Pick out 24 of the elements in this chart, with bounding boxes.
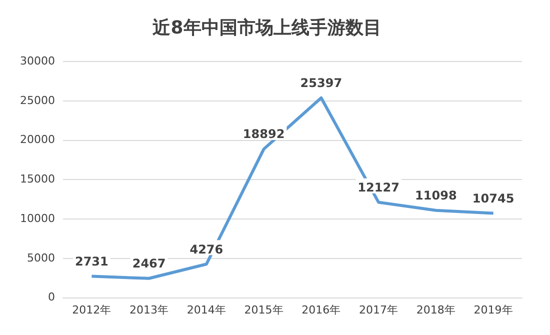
data-label: 2731 [74,254,108,268]
data-label: 25397 [300,76,342,90]
x-tick-label: 2014年 [186,303,226,316]
data-label: 12127 [358,180,400,194]
x-tick-label: 2017年 [359,303,398,316]
x-tick-label: 2018年 [416,303,456,316]
x-tick-label: 2019年 [474,303,513,316]
y-tick-label: 15000 [20,172,55,186]
x-tick-label: 2012年 [72,303,112,316]
data-label: 11098 [415,188,457,203]
y-tick-label: 0 [48,290,55,304]
x-tick-label: 2013年 [130,303,169,316]
chart-title: 近8年中国市场上线手游数目 [152,17,382,38]
data-label: 4276 [190,242,224,256]
x-tick-label: 2016年 [302,303,341,316]
data-label: 2467 [132,256,166,270]
x-tick-label: 2015年 [244,303,284,316]
y-tick-label: 30000 [20,54,55,68]
y-tick-label: 10000 [20,212,55,225]
y-tick-label: 5000 [26,251,55,264]
data-label: 10745 [472,191,514,206]
y-tick-label: 20000 [20,133,55,146]
y-tick-label: 25000 [20,94,55,107]
data-label: 18892 [242,127,285,142]
